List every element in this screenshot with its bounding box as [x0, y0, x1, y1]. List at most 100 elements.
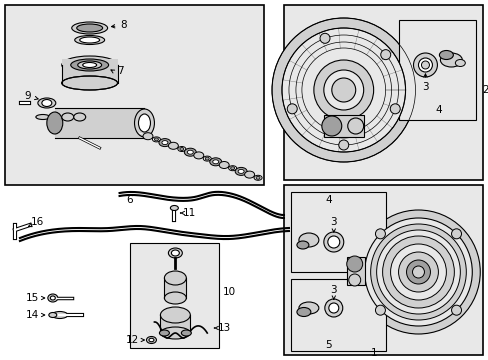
Ellipse shape [134, 109, 154, 137]
Ellipse shape [142, 133, 153, 140]
Ellipse shape [212, 160, 218, 164]
Text: 3: 3 [330, 285, 336, 295]
Ellipse shape [71, 59, 108, 71]
Bar [290, 192, 385, 272]
Ellipse shape [80, 37, 100, 43]
Ellipse shape [162, 141, 167, 145]
Text: 6: 6 [126, 195, 133, 205]
Ellipse shape [170, 206, 178, 211]
Circle shape [390, 244, 446, 300]
Bar [164, 278, 186, 298]
Ellipse shape [164, 292, 186, 304]
Text: 4: 4 [434, 105, 441, 115]
Circle shape [421, 61, 428, 69]
Text: 15: 15 [26, 293, 40, 303]
Circle shape [418, 58, 431, 72]
Bar [346, 257, 364, 285]
Ellipse shape [72, 22, 107, 34]
Circle shape [380, 50, 390, 60]
Circle shape [375, 305, 385, 315]
Circle shape [319, 33, 329, 43]
Ellipse shape [187, 150, 193, 154]
Ellipse shape [74, 113, 85, 121]
Ellipse shape [159, 139, 170, 147]
Ellipse shape [160, 327, 190, 339]
Circle shape [347, 118, 363, 134]
Bar [284, 5, 482, 180]
Ellipse shape [52, 311, 68, 319]
Ellipse shape [42, 99, 52, 107]
Bar [284, 185, 482, 355]
Circle shape [412, 266, 424, 278]
Ellipse shape [171, 250, 179, 256]
Ellipse shape [48, 294, 58, 302]
Circle shape [331, 78, 355, 102]
Circle shape [271, 18, 415, 162]
Ellipse shape [38, 98, 56, 108]
Ellipse shape [61, 56, 117, 74]
Text: 8: 8 [120, 20, 126, 30]
Circle shape [364, 218, 471, 326]
Circle shape [413, 53, 437, 77]
Circle shape [382, 236, 453, 308]
Ellipse shape [203, 156, 211, 161]
Bar [129, 243, 219, 348]
Ellipse shape [152, 137, 160, 142]
Ellipse shape [164, 271, 186, 285]
Ellipse shape [235, 167, 246, 175]
Ellipse shape [159, 330, 169, 336]
Ellipse shape [440, 53, 461, 67]
Circle shape [282, 28, 405, 152]
Text: 1: 1 [369, 348, 376, 358]
Text: 5: 5 [325, 340, 331, 350]
Circle shape [370, 224, 466, 320]
Ellipse shape [82, 63, 97, 68]
Ellipse shape [61, 113, 74, 121]
Circle shape [406, 260, 429, 284]
Bar [5, 5, 264, 185]
Ellipse shape [296, 241, 308, 249]
Ellipse shape [75, 36, 104, 45]
Text: 14: 14 [26, 310, 40, 320]
Ellipse shape [205, 157, 209, 160]
Text: 4: 4 [325, 195, 331, 205]
Ellipse shape [181, 330, 191, 336]
Ellipse shape [78, 61, 102, 69]
Ellipse shape [219, 162, 229, 168]
Text: 7: 7 [117, 66, 123, 76]
Circle shape [348, 274, 360, 286]
Ellipse shape [168, 142, 178, 149]
Ellipse shape [77, 24, 102, 32]
Bar [61, 59, 117, 84]
Circle shape [375, 229, 385, 239]
Ellipse shape [36, 114, 50, 120]
Text: 3: 3 [330, 217, 336, 227]
Text: 3: 3 [421, 82, 428, 92]
Bar [160, 315, 190, 333]
Ellipse shape [238, 170, 244, 174]
Circle shape [398, 252, 438, 292]
Circle shape [327, 236, 339, 248]
Text: 11: 11 [183, 208, 196, 218]
Ellipse shape [254, 175, 262, 180]
Ellipse shape [296, 307, 310, 316]
Text: 13: 13 [217, 323, 230, 333]
Ellipse shape [439, 50, 452, 59]
Ellipse shape [230, 167, 234, 170]
Ellipse shape [149, 338, 154, 342]
Bar [323, 115, 363, 137]
Ellipse shape [160, 307, 190, 323]
Circle shape [328, 303, 338, 313]
Bar [398, 20, 475, 120]
Bar [55, 108, 144, 138]
Ellipse shape [49, 312, 57, 318]
Ellipse shape [228, 166, 236, 171]
Ellipse shape [298, 302, 318, 314]
Circle shape [323, 70, 363, 110]
Circle shape [450, 305, 461, 315]
Text: 12: 12 [125, 335, 139, 345]
Circle shape [313, 60, 373, 120]
Ellipse shape [256, 176, 260, 179]
Ellipse shape [50, 296, 55, 300]
Ellipse shape [298, 233, 318, 247]
